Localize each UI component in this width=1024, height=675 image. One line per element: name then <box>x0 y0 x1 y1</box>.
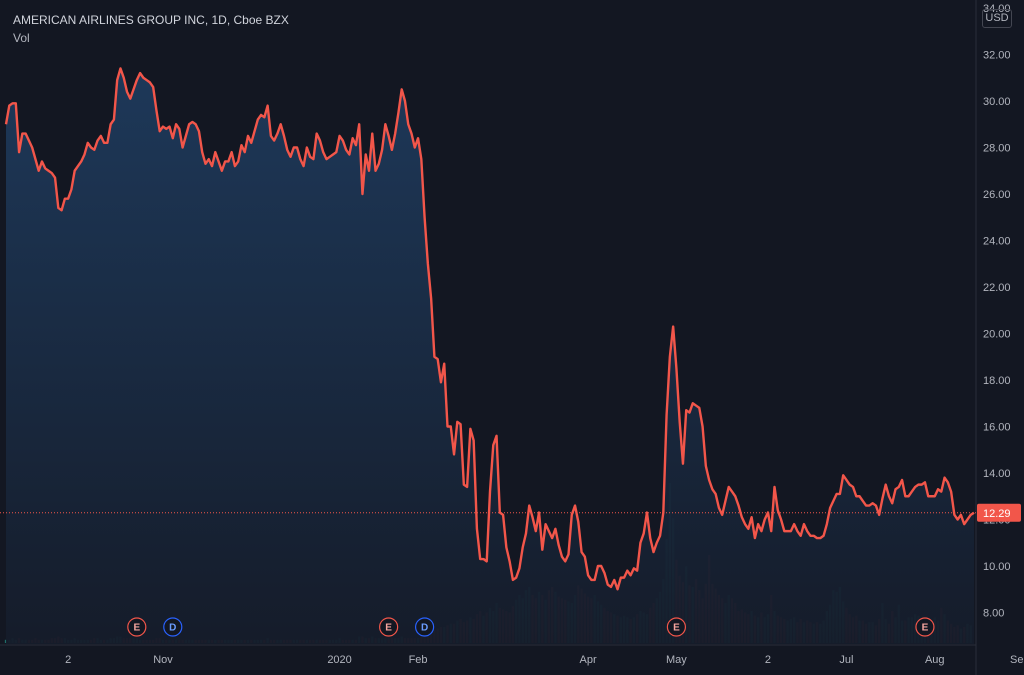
y-tick-label: 16.00 <box>983 422 1011 434</box>
x-tick-label: May <box>666 654 687 666</box>
x-tick-label: Jul <box>839 654 853 666</box>
y-tick-label: 18.00 <box>983 375 1011 387</box>
event-circle <box>379 617 399 637</box>
event-letter: E <box>133 623 140 634</box>
x-tick-label: Sep <box>1010 654 1024 666</box>
event-circle <box>666 617 687 637</box>
y-tick-label: 24.00 <box>983 236 1011 248</box>
earnings-marker[interactable]: E <box>915 617 935 637</box>
y-tick-label: 26.00 <box>983 189 1011 201</box>
event-letter: D <box>421 623 428 634</box>
y-tick-label: 14.00 <box>983 468 1011 480</box>
price-area-fill <box>6 68 974 644</box>
event-circle <box>915 617 935 637</box>
y-tick-label: 28.00 <box>983 143 1011 155</box>
event-letter: E <box>922 623 929 634</box>
volume-label[interactable]: Vol <box>13 31 30 45</box>
event-letter: E <box>385 623 392 634</box>
event-letter: E <box>673 623 680 634</box>
x-tick-label: Apr <box>580 654 597 666</box>
last-price-tag[interactable] <box>977 503 1021 522</box>
x-tick-label: Aug <box>925 654 945 666</box>
y-tick-label: 20.00 <box>983 329 1011 341</box>
dividend-marker[interactable]: D <box>163 617 183 637</box>
x-tick-label: 2 <box>65 654 71 666</box>
y-tick-label: 30.00 <box>983 96 1011 108</box>
y-tick-label: 8.00 <box>983 608 1004 620</box>
price-line[interactable] <box>4 67 975 591</box>
earnings-marker[interactable]: E <box>666 617 687 637</box>
x-tick-label: Nov <box>153 654 173 666</box>
x-tick-label: Feb <box>409 654 428 666</box>
chart-header: AMERICAN AIRLINES GROUP INC, 1D, Cboe BZ… <box>13 11 289 47</box>
x-tick-label: 2 <box>765 654 771 666</box>
event-circle <box>163 617 183 637</box>
event-circle <box>414 617 435 637</box>
x-tick-label: 2020 <box>327 654 351 666</box>
currency-badge[interactable]: USD <box>982 9 1012 28</box>
earnings-marker[interactable]: E <box>379 617 399 637</box>
symbol-title[interactable]: AMERICAN AIRLINES GROUP INC, 1D, Cboe BZ… <box>13 13 289 27</box>
event-letter: D <box>169 623 176 634</box>
last-price-label: 12.29 <box>983 508 1011 520</box>
dividend-marker[interactable]: D <box>414 617 435 637</box>
y-tick-label: 10.00 <box>983 561 1011 573</box>
earnings-marker[interactable]: E <box>127 617 147 637</box>
event-circle <box>127 617 147 637</box>
y-tick-label: 22.00 <box>983 282 1011 294</box>
y-tick-label: 32.00 <box>983 50 1011 62</box>
